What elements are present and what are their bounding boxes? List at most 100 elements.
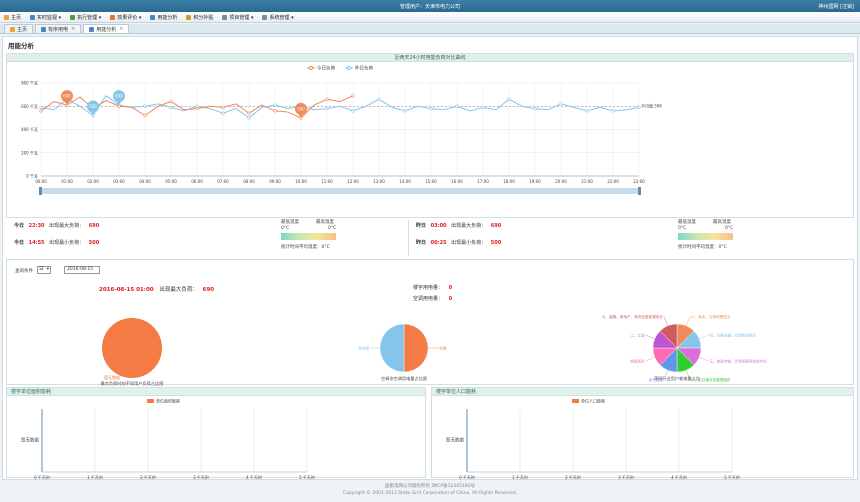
today-temp-gradient [281,233,336,240]
data-point [351,94,355,98]
tab-label: 主页 [17,26,28,33]
pie-label-line [699,334,709,340]
x-tick-label: 17:00 [477,179,489,184]
y-tick-label: 0 千瓦 [26,173,38,179]
menu-item-5[interactable]: 积分补贴 [186,14,213,21]
data-point [169,99,173,104]
building-usage-value: 0 [448,285,453,291]
chevron-down-icon: ▾ [46,267,49,272]
unit-area-panel: 楼宇单位面积能耗 单位面积能耗 0 千瓦时 1 千瓦时 2 千瓦时 3 千瓦时 4 千瓦时… [6,387,426,479]
pie-slice-label: 城镇居民 [630,359,645,364]
today-max-text: 出现最大负荷： [49,223,85,229]
data-point [39,105,43,110]
tab-2[interactable]: 用能分析 × [83,24,130,33]
close-icon[interactable]: × [119,26,124,32]
peak-marker-tip [90,111,96,116]
user-logout-link[interactable]: 神州国网 [注销] [818,4,855,10]
period-select[interactable]: 日 ▾ [37,266,51,274]
data-point [403,109,407,113]
x-tick-label: 05:00 [165,179,177,184]
close-icon[interactable]: × [71,26,76,32]
x-tick-label: 23:00 [633,179,645,184]
today-temp-low-label: 最低温度 [281,220,299,225]
tab-0[interactable]: 主页 [4,24,34,33]
no-data-label: 暂无数据 [446,437,464,444]
peak-marker-tip [298,113,304,118]
pie-label-line [645,334,655,340]
pie-slice-label: 二、工业 [630,332,645,337]
series-line-1 [40,95,640,119]
page-title: 用能分析 [8,42,34,50]
legend-label: 今日负荷 [317,65,335,72]
x-tick-label: 0 千瓦时 [34,474,50,479]
pie-slice-label: 乡村居民 [649,377,664,382]
data-point [507,97,511,101]
home-icon [4,14,9,20]
today-max-label: 今日 [14,223,25,229]
menu-item-4[interactable]: 用能分析 [150,14,177,21]
pie-label-line [663,370,669,380]
date-input-value: 2016-08-15 [67,267,94,272]
y-tick-label: 200 千瓦 [21,149,38,155]
pie-label-line [699,356,709,362]
pie-slice [379,323,405,373]
top-bar-title: 管理用户：天津市电力公司 [399,4,460,10]
peak-marker [87,100,99,113]
industry-share-pie-chart: 六、商业、住宿和餐饮业四、交通运输、仓储和邮政业五、信息传输、计算机服务和软件业… [602,314,767,382]
menu-item-1[interactable]: 实时监视 ▾ [30,14,61,21]
pie-caption: 最大负荷时刻不同用户负荷占比图 [101,380,164,387]
x-tick-label: 4 千瓦时 [246,474,262,479]
today-min-label: 今日 [14,240,25,246]
menu-item-label: 效果评价 ▾ [117,14,142,21]
load-compare-panel: 近两天24小时用能负荷对比曲线 今日负荷 昨日负荷 0 千瓦 200 千瓦 400 千瓦… [6,53,854,218]
y-tick-label: 400 千瓦 [21,126,38,132]
y-tick-label: 600 千瓦 [21,103,38,109]
building-usage: 楼宇用电量： 0 [413,284,452,291]
peak-marker-tip [64,101,70,106]
today-min-stat: 今日 14:55 出现最小负荷： 500 [14,239,99,246]
no-data-label: 暂无数据 [21,437,39,444]
pie-slice [659,323,678,349]
today-temp-high-label: 最高温度 [316,220,334,225]
x-tick-label: 13:00 [373,179,385,184]
execute-icon [70,14,76,20]
date-input[interactable]: 2016-08-15 [64,266,100,274]
data-point [39,109,43,113]
data-point [195,106,199,111]
peak-marker-tip [116,101,122,106]
pie-label-line [685,316,691,326]
menu-item-7[interactable]: 系统管理 ▾ [262,14,294,21]
data-point [351,109,355,113]
tab-1[interactable]: 有序用电 × [35,24,82,33]
data-point [533,106,537,111]
yest-min-text: 出现最小负荷： [451,240,487,246]
yest-avg-temp-text: 统计时间平均温度： [678,245,719,250]
data-point [377,97,381,101]
menu-item-6[interactable]: 项目管理 ▾ [222,14,253,21]
data-point [143,113,147,118]
avg-label: 平均值 596 [641,103,662,109]
today-avg-temp-value: 0°C [321,245,330,250]
pie-slice-label: 非空调 [358,346,369,351]
today-min-text: 出现最小负荷： [49,240,85,246]
page-icon [89,26,95,32]
x-tick-label: 4 千瓦时 [671,474,687,479]
x-tick-label: 20:00 [555,179,567,184]
data-point [143,104,147,108]
yest-min-stat: 昨日 00:25 出现最小负荷： 500 [416,239,501,246]
data-point [117,104,121,108]
menu-item-3[interactable]: 效果评价 ▾ [110,14,141,21]
data-point [325,106,329,111]
menu-item-2[interactable]: 执行管理 ▾ [70,14,101,21]
today-max-stat: 今日 22:30 出现最大负荷： 690 [14,222,99,229]
yest-max-label: 昨日 [416,223,427,229]
data-point [247,116,251,120]
pie-slice-label: 暂无数据 [104,374,120,380]
legend-label: 单位面积能耗 [156,398,180,404]
x-tick-label: 2 千瓦时 [565,474,581,479]
load-line-chart: 今日负荷 昨日负荷 0 千瓦 200 千瓦 400 千瓦 600 千瓦 800 千瓦 00:0… [21,65,662,195]
menu-item-0[interactable]: 主页 [4,14,21,21]
x-tick-label: 03:00 [113,179,125,184]
max-load-datetime: 2016-08-15 01:00 [99,287,154,293]
zoom-slider [41,188,639,194]
